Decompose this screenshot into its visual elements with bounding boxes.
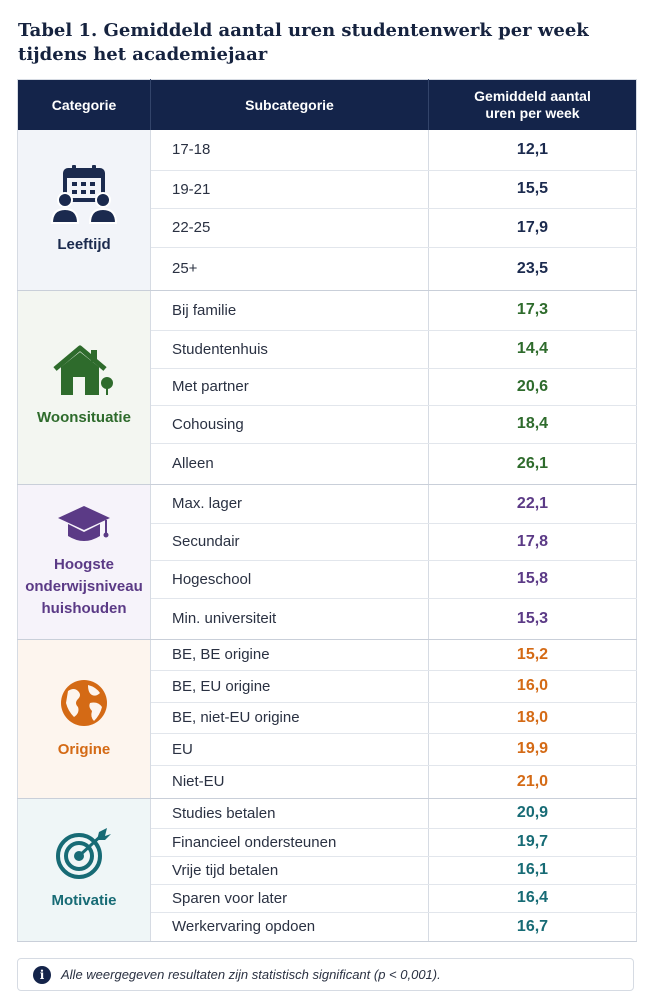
subcategory-cell: Hogeschool bbox=[150, 560, 429, 599]
table-row: Vrije tijd betalen 16,1 bbox=[18, 856, 637, 885]
info-icon: i bbox=[33, 965, 51, 984]
value-cell: 17,8 bbox=[428, 523, 637, 561]
subcategory-cell: BE, niet-EU origine bbox=[150, 702, 429, 734]
subcategory-cell: Secundair bbox=[150, 523, 429, 561]
header-value: Gemiddeld aantal uren per week bbox=[428, 79, 637, 130]
value-cell: 18,0 bbox=[428, 702, 637, 734]
table-title: Tabel 1. Gemiddeld aantal uren studenten… bbox=[18, 20, 589, 65]
value-cell: 16,7 bbox=[428, 912, 637, 942]
subcategory-cell: BE, BE origine bbox=[150, 639, 429, 671]
subcategory-cell: Met partner bbox=[150, 368, 429, 406]
subcategory-cell: 22-25 bbox=[150, 208, 429, 248]
table-row: Werkervaring opdoen 16,7 bbox=[18, 912, 637, 942]
category-cell: Woonsituatie bbox=[17, 290, 151, 485]
category-label: Origine bbox=[57, 740, 111, 758]
table-row: Leeftijd 17-18 12,1 bbox=[17, 130, 637, 291]
subcategory-cell: 25+ bbox=[150, 247, 429, 291]
value-cell: 15,8 bbox=[428, 560, 637, 599]
table-row: Min. universiteit 15,3 bbox=[18, 598, 637, 640]
subcategory-cell: Max. lager bbox=[150, 484, 429, 524]
value-cell: 23,5 bbox=[428, 247, 637, 291]
table-row: Financieel ondersteunen 19,7 bbox=[18, 828, 637, 857]
value-cell: 19,9 bbox=[428, 733, 637, 766]
table-row: Met partner 20,6 bbox=[18, 368, 637, 406]
value-cell: 17,3 bbox=[428, 290, 637, 331]
table-row: Alleen 26,1 bbox=[18, 443, 637, 485]
category-cell: Origine bbox=[17, 639, 151, 799]
subcategory-cell: Niet-EU bbox=[150, 765, 429, 799]
header-category: Categorie bbox=[17, 79, 151, 130]
table-body: Leeftijd 17-18 12,1 19-21 15,5 22-25 17,9 25+ 23… bbox=[17, 130, 637, 942]
people-calendar-icon bbox=[51, 164, 117, 224]
target-icon bbox=[55, 827, 113, 880]
value-cell: 15,3 bbox=[428, 598, 637, 640]
value-cell: 12,1 bbox=[428, 130, 637, 171]
value-cell: 15,5 bbox=[428, 170, 637, 209]
category-label: Motivatie bbox=[51, 891, 117, 909]
value-cell: 16,4 bbox=[428, 884, 637, 913]
subcategory-cell: Werkervaring opdoen bbox=[150, 912, 429, 942]
subcategory-cell: Sparen voor later bbox=[150, 884, 429, 913]
category-cell: Leeftijd bbox=[17, 130, 151, 291]
table-row: Niet-EU 21,0 bbox=[18, 765, 637, 799]
subcategory-cell: 19-21 bbox=[150, 170, 429, 209]
subcategory-cell: 17-18 bbox=[150, 130, 429, 171]
subcategory-cell: EU bbox=[150, 733, 429, 766]
category-label: Woonsituatie bbox=[37, 409, 131, 426]
subcategory-cell: BE, EU origine bbox=[150, 670, 429, 703]
category-label: Hoogste onderwijsniveau huishouden bbox=[25, 555, 143, 617]
subcategory-cell: Financieel ondersteunen bbox=[150, 828, 429, 857]
subcategory-cell: Studentenhuis bbox=[150, 330, 429, 369]
table-row: Hoogste onderwijsniveau huishouden Max. l… bbox=[17, 484, 637, 640]
subcategory-cell: Cohousing bbox=[150, 405, 429, 444]
house-icon bbox=[53, 345, 115, 397]
value-cell: 20,6 bbox=[428, 368, 637, 406]
table-row: Hogeschool 15,8 bbox=[18, 560, 637, 599]
data-table: Categorie Subcategorie Gemiddeld aantal … bbox=[17, 79, 637, 942]
category-cell: Motivatie bbox=[17, 798, 151, 942]
value-cell: 16,1 bbox=[428, 856, 637, 885]
footnote-box: i Alle weergegeven resultaten zijn stati… bbox=[17, 958, 634, 991]
value-cell: 26,1 bbox=[428, 443, 637, 485]
value-cell: 14,4 bbox=[428, 330, 637, 369]
table-row: BE, niet-EU origine 18,0 bbox=[18, 702, 637, 734]
table-row: Studentenhuis 14,4 bbox=[18, 330, 637, 369]
table-row: Secundair 17,8 bbox=[18, 523, 637, 561]
globe-icon bbox=[58, 677, 110, 729]
table-row: Sparen voor later 16,4 bbox=[18, 884, 637, 913]
value-cell: 19,7 bbox=[428, 828, 637, 857]
value-cell: 16,0 bbox=[428, 670, 637, 703]
subcategory-cell: Alleen bbox=[150, 443, 429, 485]
value-cell: 17,9 bbox=[428, 208, 637, 248]
value-cell: 20,9 bbox=[428, 798, 637, 829]
subcategory-cell: Bij familie bbox=[150, 290, 429, 331]
subcategory-cell: Min. universiteit bbox=[150, 598, 429, 640]
category-label: Leeftijd bbox=[57, 235, 111, 253]
table-row: EU 19,9 bbox=[18, 733, 637, 766]
subcategory-cell: Studies betalen bbox=[150, 798, 429, 829]
table-row: 19-21 15,5 bbox=[18, 170, 637, 209]
table-row: BE, EU origine 16,0 bbox=[18, 670, 637, 703]
value-cell: 15,2 bbox=[428, 639, 637, 671]
table-row: 25+ 23,5 bbox=[18, 247, 637, 291]
value-cell: 21,0 bbox=[428, 765, 637, 799]
table-row: Motivatie Studies betalen 20,9 bbox=[17, 798, 637, 942]
category-cell: Hoogste onderwijsniveau huishouden bbox=[17, 484, 151, 640]
subcategory-cell: Vrije tijd betalen bbox=[150, 856, 429, 885]
header-row: Categorie Subcategorie Gemiddeld aantal … bbox=[17, 79, 637, 130]
header-subcategory: Subcategorie bbox=[150, 79, 429, 130]
table-row: Cohousing 18,4 bbox=[18, 405, 637, 444]
value-cell: 22,1 bbox=[428, 484, 637, 524]
table-row: Origine BE, BE origine 15,2 bbox=[17, 639, 637, 799]
footnote-text: Alle weergegeven resultaten zijn statist… bbox=[61, 967, 441, 982]
table-row: Woonsituatie Bij familie 17,3 bbox=[17, 290, 637, 485]
table-row: 22-25 17,9 bbox=[18, 208, 637, 248]
value-cell: 18,4 bbox=[428, 405, 637, 444]
graduation-cap-icon bbox=[56, 504, 112, 546]
